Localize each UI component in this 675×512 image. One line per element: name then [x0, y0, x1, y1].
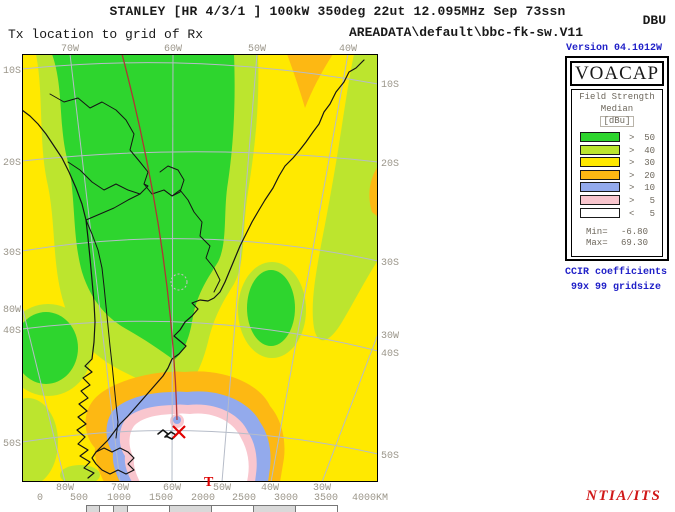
legend-op: >: [629, 158, 635, 169]
legend-entry: >20: [572, 169, 662, 183]
max-label: Max=: [586, 238, 608, 248]
max-value: 69.30: [620, 238, 648, 248]
distance-tick-2: 1000: [106, 493, 132, 504]
tx-x-marker: [172, 425, 186, 439]
coastline-borders: [21, 59, 365, 479]
contour-gt50: [14, 54, 295, 384]
tx-marker-label: T: [204, 475, 214, 490]
distance-tick-1: 500: [69, 493, 89, 504]
legend-op: >: [629, 133, 635, 143]
axis-right-5: 50S: [381, 451, 400, 462]
axis-top-2: 50W: [247, 44, 267, 55]
country-borders: [49, 93, 221, 439]
note-ccir: CCIR coefficients: [564, 267, 668, 278]
axis-bottom-5: 30W: [312, 483, 332, 494]
legend-entry: >30: [572, 157, 662, 170]
legend-entry: >50: [572, 132, 662, 145]
areadata-file-path: AREADATA\default\bbc-fk-sw.V11: [349, 25, 584, 40]
axis-left-1: 20S: [2, 158, 21, 169]
legend-entry: <5: [572, 207, 662, 221]
min-label: Min=: [586, 227, 608, 237]
distance-tick-6: 3000: [273, 493, 299, 504]
coast-east: [95, 59, 365, 453]
axis-right-0: 10S: [381, 80, 400, 91]
legend-title-line3: [dBu]: [572, 116, 662, 127]
axis-bottom-0: 80W: [55, 483, 75, 494]
legend-entry: >40: [572, 144, 662, 158]
legend-op: >: [629, 145, 635, 156]
axis-top-0: 70W: [60, 44, 80, 55]
unit-label: DBU: [642, 13, 666, 28]
islands-falkland: [157, 429, 177, 440]
legend-val: 50: [644, 133, 655, 143]
legend-swatch-lt5: [580, 207, 620, 218]
map-canvas: [0, 53, 379, 486]
distance-scale-bar: [86, 505, 338, 512]
island-tierra-del-fuego: [91, 447, 135, 475]
distance-tick-4: 2000: [190, 493, 216, 504]
axis-left-0: 10S: [2, 66, 21, 77]
tx-to-rx-caption: Tx location to grid of Rx: [8, 27, 204, 42]
legend-swatch-gt5: [580, 194, 620, 205]
legend-box: Field Strength Median [dBu] >50 >40 >30 …: [571, 89, 663, 257]
axis-right-3: 30W: [381, 331, 400, 342]
coverage-map: T: [0, 53, 379, 490]
axis-left-5: 50S: [2, 439, 21, 450]
legend-entry: >10: [572, 182, 662, 195]
legend-swatch-gt20: [580, 169, 620, 180]
axis-bottom-1: 70W: [110, 483, 130, 494]
range-circle-marker: [170, 273, 188, 291]
legend-val: 30: [644, 158, 655, 169]
legend-val: 5: [649, 208, 655, 219]
credit-ntia-its: NTIA/ITS: [586, 488, 662, 504]
legend-swatch-gt50: [580, 132, 620, 142]
legend-title-line2: Median: [600, 104, 634, 114]
legend-entry: >5: [572, 194, 662, 208]
legend-val: 10: [644, 183, 655, 194]
legend-entries: >50 >40 >30 >20 >10 >5 <5: [572, 132, 662, 220]
axis-bottom-4: 40W: [260, 483, 280, 494]
axis-right-2: 30S: [381, 258, 400, 269]
map-border: [22, 54, 378, 482]
dbu-tag: [dBu]: [600, 116, 634, 127]
legend-op: >: [629, 195, 635, 206]
axis-right-4: 40S: [381, 349, 400, 360]
legend-val: 20: [644, 170, 655, 181]
legend-val: 5: [649, 195, 655, 206]
axis-left-2: 30S: [2, 248, 21, 259]
tx-bearing-line: [121, 53, 178, 421]
legend-swatch-gt10: [580, 182, 620, 193]
app-title: VOACAP: [570, 61, 664, 86]
distance-tick-8: 4000KM: [351, 493, 389, 504]
legend-swatch-gt30: [580, 157, 620, 168]
min-max-block: Min= -6.80 Max= 69.30: [572, 227, 662, 249]
distance-tick-3: 1500: [148, 493, 174, 504]
axis-left-4: 40S: [2, 326, 21, 337]
axis-top-1: 60W: [163, 44, 183, 55]
note-gridsize: 99x 99 gridsize: [570, 282, 661, 293]
coast-west: [21, 109, 96, 479]
legend-op: >: [629, 183, 635, 194]
legend-op: <: [629, 208, 635, 219]
axis-bottom-2: 60W: [162, 483, 182, 494]
version-label: Version 04.1012W: [566, 43, 663, 54]
distance-tick-7: 3500: [313, 493, 339, 504]
contour-fills: [0, 54, 378, 486]
legend-swatch-gt40: [580, 144, 620, 155]
graticule: [21, 53, 379, 483]
axis-bottom-3: 50W: [212, 483, 232, 494]
axis-left-3: 80W: [2, 305, 21, 316]
legend-panel: VOACAP Field Strength Median [dBu] >50 >…: [565, 56, 669, 261]
legend-val: 40: [644, 145, 655, 156]
legend-op: >: [629, 170, 635, 181]
distance-tick-5: 2500: [231, 493, 257, 504]
legend-title-line1: Field Strength: [579, 92, 655, 102]
page-title: STANLEY [HR 4/3/1 ] 100kW 350deg 22ut 12…: [109, 4, 566, 19]
distance-tick-0: 0: [36, 493, 44, 504]
min-value: -6.80: [620, 227, 648, 237]
axis-top-3: 40W: [338, 44, 358, 55]
axis-right-1: 20S: [381, 159, 400, 170]
